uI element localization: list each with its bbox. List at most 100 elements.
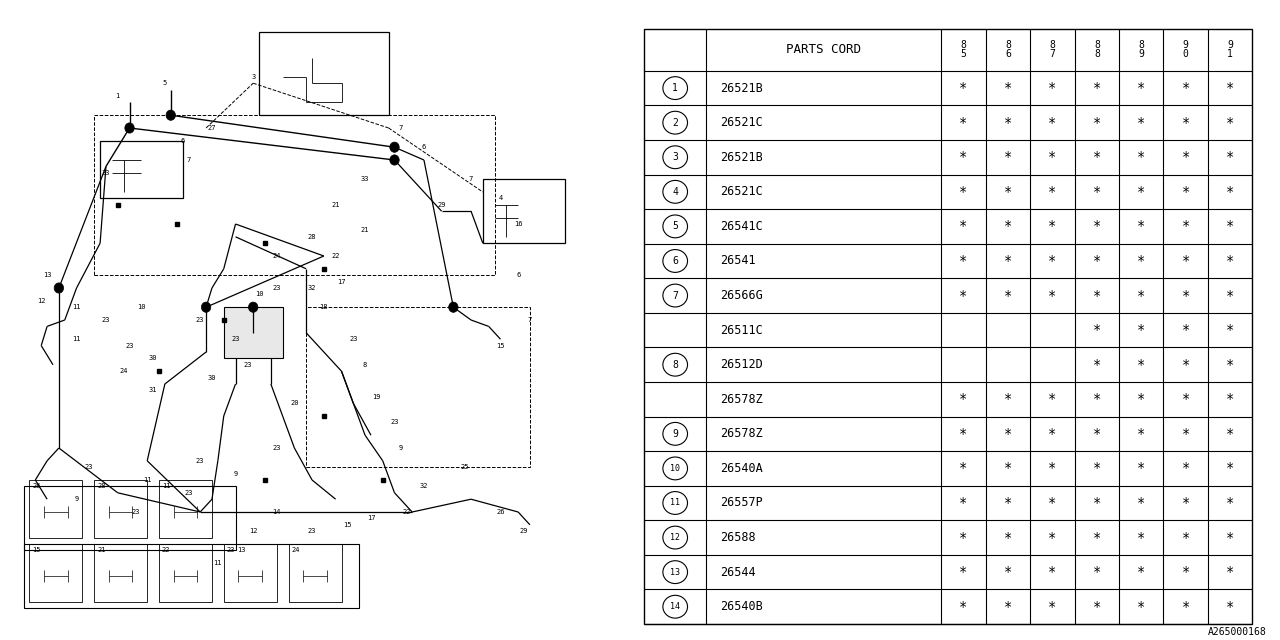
Text: *: *	[1137, 531, 1146, 545]
Text: 24: 24	[292, 547, 300, 553]
Bar	[483, 179, 566, 243]
Circle shape	[449, 302, 458, 312]
Text: 4: 4	[498, 195, 503, 202]
Text: 11: 11	[143, 477, 151, 483]
Text: 12: 12	[37, 298, 46, 304]
Text: *: *	[1048, 116, 1056, 130]
Text: 7: 7	[468, 176, 474, 182]
Text: *: *	[1093, 392, 1101, 406]
Text: *: *	[1048, 461, 1056, 476]
Bar	[306, 307, 530, 467]
Text: 9
0: 9 0	[1183, 40, 1189, 60]
Text: *: *	[1004, 254, 1012, 268]
Text: 26521B: 26521B	[721, 151, 763, 164]
Text: 7: 7	[672, 291, 678, 301]
Text: 23: 23	[227, 547, 236, 553]
Text: 6: 6	[180, 138, 184, 144]
Text: *: *	[1181, 461, 1190, 476]
Circle shape	[166, 110, 175, 120]
Bar	[100, 141, 183, 198]
Text: 33: 33	[361, 176, 370, 182]
Text: *: *	[1181, 358, 1190, 372]
Text: *: *	[1048, 392, 1056, 406]
Text: *: *	[1093, 427, 1101, 441]
Text: *: *	[1181, 496, 1190, 510]
Text: *: *	[1181, 220, 1190, 234]
Text: 1: 1	[115, 93, 120, 99]
Text: *: *	[959, 254, 968, 268]
Text: *: *	[959, 392, 968, 406]
Text: 8: 8	[364, 362, 367, 368]
Text: *: *	[1137, 254, 1146, 268]
Text: *: *	[1226, 323, 1234, 337]
Text: 23: 23	[101, 317, 110, 323]
Text: 29: 29	[520, 528, 529, 534]
Text: *: *	[1226, 81, 1234, 95]
Text: *: *	[1226, 461, 1234, 476]
Text: *: *	[1181, 323, 1190, 337]
Text: 8
8: 8 8	[1094, 40, 1100, 60]
Text: 26557P: 26557P	[721, 497, 763, 509]
Text: 30: 30	[148, 355, 157, 362]
Text: *: *	[1226, 496, 1234, 510]
Text: 6: 6	[672, 256, 678, 266]
Text: *: *	[1226, 427, 1234, 441]
Text: 9: 9	[233, 470, 238, 477]
Text: 18: 18	[320, 304, 328, 310]
Text: 9: 9	[398, 445, 402, 451]
Bar	[23, 486, 236, 550]
Bar	[29, 480, 82, 538]
Bar	[288, 544, 342, 602]
Text: PARTS CORD: PARTS CORD	[786, 44, 861, 56]
Text: *: *	[1137, 392, 1146, 406]
Text: 11: 11	[163, 483, 170, 489]
Text: 7: 7	[527, 317, 532, 323]
Text: *: *	[1137, 496, 1146, 510]
Text: 10: 10	[137, 304, 146, 310]
Text: 5: 5	[672, 221, 678, 232]
Text: *: *	[1048, 496, 1056, 510]
Text: 8
6: 8 6	[1005, 40, 1011, 60]
Bar	[224, 544, 276, 602]
Text: 23: 23	[349, 336, 357, 342]
Text: 23: 23	[125, 342, 134, 349]
Text: *: *	[1093, 254, 1101, 268]
Text: 29: 29	[438, 202, 445, 208]
Text: *: *	[1181, 600, 1190, 614]
Text: *: *	[1137, 323, 1146, 337]
Text: 23: 23	[273, 285, 282, 291]
Text: 17: 17	[366, 515, 375, 522]
Text: 26578Z: 26578Z	[721, 428, 763, 440]
Text: 21: 21	[97, 547, 106, 553]
Text: *: *	[1004, 531, 1012, 545]
Text: 26541: 26541	[721, 255, 755, 268]
Text: *: *	[1004, 116, 1012, 130]
Text: *: *	[959, 531, 968, 545]
Text: *: *	[1181, 150, 1190, 164]
Text: 6: 6	[422, 144, 426, 150]
Text: *: *	[1226, 531, 1234, 545]
Text: 1: 1	[672, 83, 678, 93]
Text: 20: 20	[291, 400, 298, 406]
Text: *: *	[959, 116, 968, 130]
Text: *: *	[1093, 220, 1101, 234]
Text: 8
9: 8 9	[1138, 40, 1144, 60]
Text: 7: 7	[398, 125, 402, 131]
Text: *: *	[1004, 220, 1012, 234]
Text: 23: 23	[243, 362, 252, 368]
Text: *: *	[1137, 185, 1146, 199]
Text: *: *	[1181, 185, 1190, 199]
Text: *: *	[1181, 289, 1190, 303]
Text: 19: 19	[372, 394, 381, 400]
Text: 11: 11	[72, 336, 81, 342]
Text: 24: 24	[273, 253, 282, 259]
Text: *: *	[1048, 531, 1056, 545]
Text: *: *	[959, 496, 968, 510]
Text: 26: 26	[497, 509, 504, 515]
Text: *: *	[1093, 358, 1101, 372]
Text: *: *	[1004, 81, 1012, 95]
Bar	[23, 544, 360, 608]
Text: 9: 9	[74, 496, 78, 502]
Text: 5: 5	[163, 80, 166, 86]
Text: 26540A: 26540A	[721, 462, 763, 475]
